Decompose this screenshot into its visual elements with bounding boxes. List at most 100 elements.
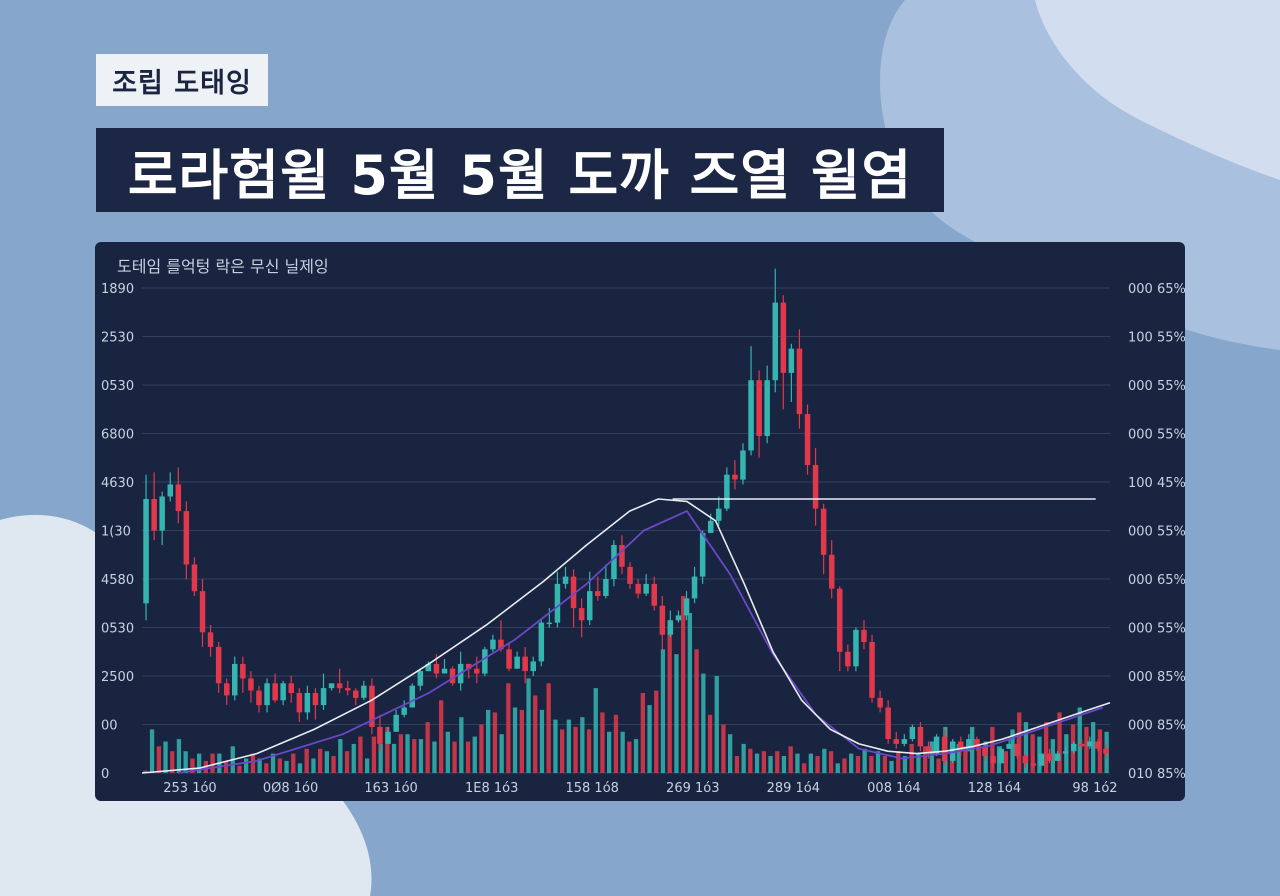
volume-bar — [788, 746, 793, 773]
volume-bar — [896, 751, 901, 773]
volume-bar — [754, 753, 760, 773]
volume-bar — [439, 700, 444, 774]
candle-body — [675, 615, 682, 621]
volume-bar — [344, 751, 350, 773]
volume-bar — [916, 753, 921, 773]
candle-body — [998, 748, 1004, 764]
candle-body — [659, 605, 666, 635]
volume-bar — [828, 751, 834, 773]
y-tick-label-left: 0 — [101, 767, 109, 782]
volume-bar — [237, 765, 242, 773]
candle-body — [966, 739, 972, 752]
candle-body — [699, 532, 706, 577]
y-tick-label-left: 0530 — [101, 622, 134, 637]
volume-bar — [654, 690, 659, 773]
candle-body — [732, 474, 738, 480]
candle-body — [941, 736, 948, 761]
volume-bar — [862, 748, 867, 774]
candle-body — [958, 741, 964, 752]
volume-bar — [721, 724, 726, 773]
candle-body — [837, 588, 843, 652]
candle-body — [425, 663, 432, 672]
volume-bar — [1057, 712, 1062, 773]
candle-body — [990, 756, 996, 764]
candle-body — [683, 598, 690, 616]
volume-bar — [882, 756, 887, 773]
candle-body — [183, 511, 190, 565]
volume-bar — [270, 753, 276, 773]
volume-bar — [472, 736, 477, 773]
candle-body — [312, 693, 319, 706]
volume-bar — [143, 770, 148, 773]
volume-bar — [1091, 722, 1096, 773]
candle-body — [748, 380, 754, 451]
volume-bar — [250, 753, 256, 773]
y-tick-label-right: 000 55% — [1128, 379, 1185, 394]
volume-bar — [633, 739, 639, 773]
candle-body — [587, 591, 593, 621]
volume-bar — [459, 717, 464, 773]
volume-bar — [768, 756, 773, 773]
volume-bar — [1044, 722, 1049, 773]
volume-bar — [526, 678, 531, 773]
volume-bar — [391, 743, 397, 773]
candle-body — [377, 726, 383, 744]
candle-body — [1030, 763, 1037, 766]
y-tick-label-left: 1(30 — [101, 525, 131, 540]
volume-bar — [418, 739, 424, 773]
candle-body — [667, 620, 674, 635]
volume-bar — [976, 746, 982, 773]
volume-bar — [492, 712, 498, 773]
candle-body — [167, 484, 173, 497]
volume-bar — [815, 756, 820, 773]
volume-bar — [1010, 729, 1015, 773]
candle-body — [401, 707, 407, 715]
candle-body — [256, 690, 262, 706]
candle-body — [691, 576, 698, 599]
x-tick-label: 128 1ó4 — [968, 781, 1021, 796]
x-tick-label: 163 1ó0 — [364, 781, 417, 796]
page-title: 로라험윌 5월 5월 도까 즈열 윌염 — [96, 128, 944, 212]
candle-body — [635, 583, 641, 594]
volume-bar — [593, 688, 598, 773]
candle-body — [1079, 743, 1085, 747]
volume-bar — [1084, 726, 1089, 773]
candle-body — [772, 302, 778, 381]
volume-bar — [223, 760, 229, 773]
volume-bar — [781, 756, 787, 773]
volume-bar — [681, 596, 686, 773]
volume-bar — [714, 676, 719, 773]
volume-bar — [647, 705, 652, 773]
x-tick-label: 1E8 1ó3 — [465, 781, 518, 796]
candle-body — [474, 668, 480, 674]
volume-bar — [1050, 739, 1055, 773]
volume-bar — [385, 726, 390, 773]
volume-bar — [707, 714, 713, 773]
volume-bar — [983, 741, 988, 773]
volume-bar — [331, 756, 336, 773]
volume-bar — [869, 756, 874, 773]
candle-body — [449, 668, 456, 684]
candle-body — [514, 656, 520, 669]
candle-body — [804, 414, 811, 465]
candle-body — [417, 671, 424, 686]
candle-body — [498, 639, 504, 650]
candle-body — [207, 632, 214, 647]
volume-bar — [398, 734, 403, 773]
volume-bar — [519, 709, 524, 773]
candle-body — [1071, 743, 1077, 752]
volume-bar — [936, 758, 941, 773]
candle-body — [466, 663, 472, 669]
candle-body — [756, 380, 762, 436]
volume-bar — [1077, 707, 1082, 773]
candle-body — [1087, 741, 1093, 747]
candle-body — [1095, 741, 1101, 749]
candle-body — [845, 651, 851, 667]
volume-bar — [748, 748, 753, 774]
candle-body — [151, 499, 157, 531]
volume-bar — [304, 748, 309, 774]
candle-body — [812, 465, 819, 509]
volume-bar — [432, 741, 437, 773]
candle-body — [724, 474, 730, 509]
volume-bar — [701, 673, 706, 773]
